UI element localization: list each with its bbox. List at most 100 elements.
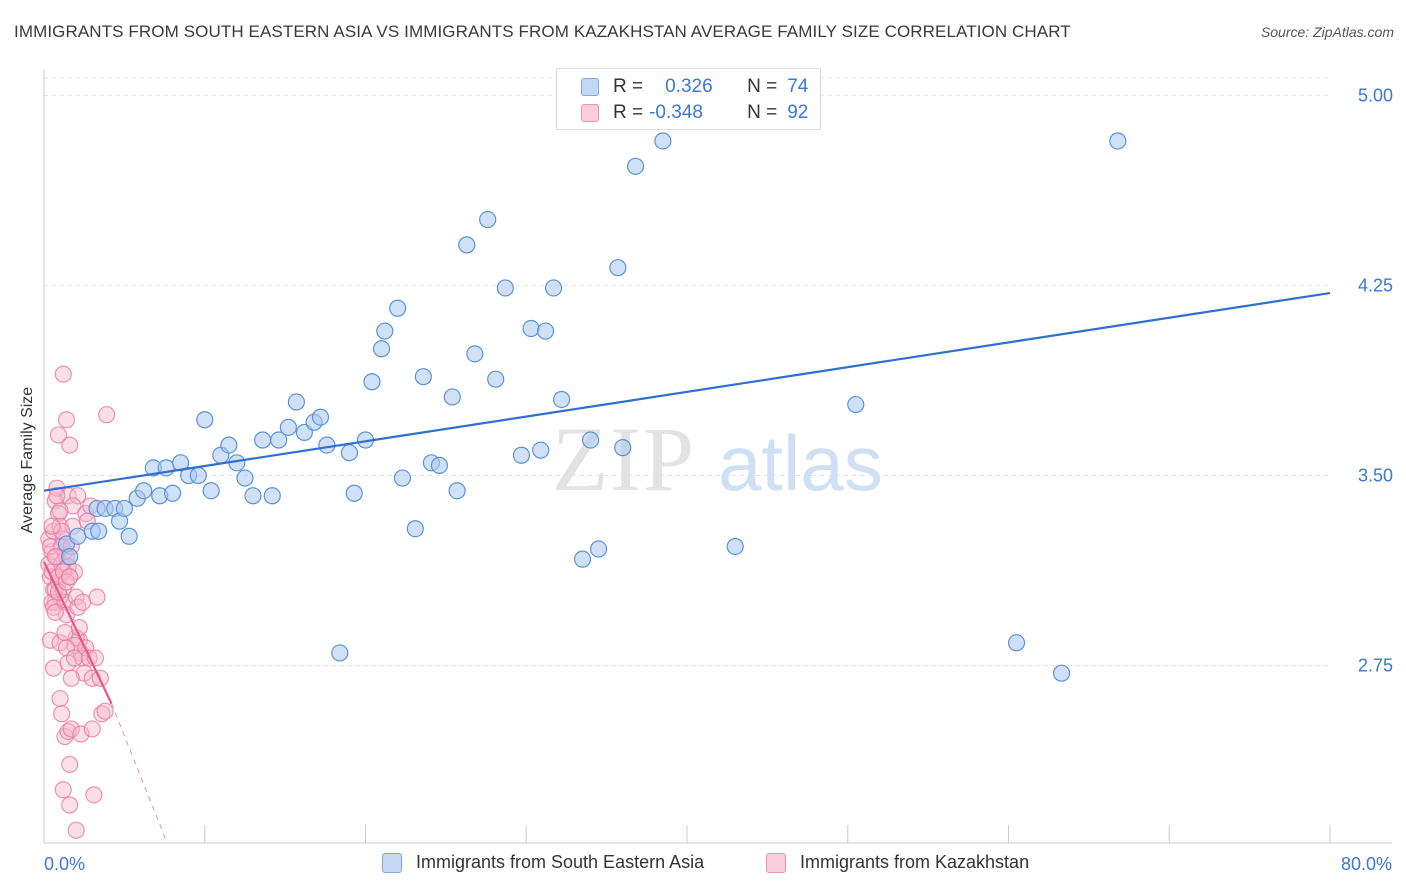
south-eastern-asia-point	[345, 484, 363, 502]
south-eastern-asia-point	[544, 279, 563, 297]
kazakhstan-point	[41, 631, 60, 649]
south-eastern-asia-point	[279, 418, 297, 436]
south-eastern-asia-point	[487, 370, 505, 388]
stats-row-blue: R = 0.326 N = 74	[581, 74, 808, 100]
kazakhstan-point	[51, 502, 69, 520]
south-eastern-asia-point	[414, 368, 432, 386]
south-eastern-asia-point	[1052, 664, 1071, 682]
kazakhstan-point	[57, 411, 76, 429]
y-axis-label: Average Family Size	[19, 386, 36, 534]
grid-lines	[44, 77, 1330, 667]
kazakhstan-point	[62, 669, 80, 687]
south-eastern-asia-point	[1007, 634, 1026, 652]
south-eastern-asia-point	[443, 388, 461, 406]
pink-n-label: N =	[747, 102, 778, 123]
trend-lines	[43, 291, 1331, 841]
kazakhstan-point	[67, 821, 85, 839]
kazakhstan-point	[53, 705, 71, 723]
legend-swatch-pink	[766, 852, 786, 873]
kazakhstan-point	[46, 603, 64, 621]
kazakhstan-point	[93, 705, 111, 723]
kazakhstan-point	[61, 796, 79, 814]
south-eastern-asia-point	[393, 469, 412, 487]
chart-title: IMMIGRANTS FROM SOUTH EASTERN ASIA VS IM…	[14, 22, 1071, 41]
south-eastern-asia-point	[318, 436, 336, 454]
kazakhstan-point	[51, 689, 69, 708]
south-eastern-asia-point	[609, 259, 627, 277]
kazakhstan-point	[88, 588, 106, 606]
south-eastern-asia-trend-line	[43, 291, 1331, 492]
south-eastern-asia-point	[172, 454, 190, 472]
axes	[43, 70, 1392, 844]
y-tick-label: 4.25	[1358, 275, 1393, 295]
y-tick-label: 5.00	[1358, 85, 1393, 105]
x-tick-label-min: 0.0%	[44, 854, 85, 874]
kazakhstan-point	[54, 365, 72, 383]
kazakhstan-point	[83, 720, 101, 738]
kazakhstan-point	[45, 659, 63, 677]
kazakhstan-point	[98, 406, 116, 424]
kazakhstan-point	[96, 702, 114, 720]
south-eastern-asia-point	[532, 441, 550, 459]
kazakhstan-point	[46, 548, 64, 566]
south-eastern-asia-point	[115, 499, 133, 518]
south-eastern-asia-point	[496, 279, 514, 297]
south-eastern-asia-point	[626, 157, 645, 175]
kazakhstan-point	[61, 436, 79, 454]
south-eastern-asia-point	[458, 236, 476, 254]
kazakhstan-point	[64, 497, 82, 515]
south-eastern-asia-point	[220, 436, 238, 454]
kazakhstan-point	[62, 720, 80, 738]
blue-n-label: N =	[747, 76, 778, 97]
south-eastern-asia-point	[1109, 132, 1127, 150]
south-eastern-asia-point	[581, 431, 600, 449]
south-eastern-asia-point	[466, 345, 484, 363]
blue-n-value: 74	[787, 76, 809, 97]
legend-label-south-eastern-asia: Immigrants from South Eastern Asia	[416, 852, 705, 872]
south-eastern-asia-points	[57, 132, 1127, 682]
y-tick-label: 2.75	[1358, 656, 1393, 676]
watermark: ZIP atlas	[552, 408, 883, 510]
watermark-atlas: atlas	[718, 419, 883, 507]
kazakhstan-trend-extension	[111, 703, 167, 841]
south-eastern-asia-point	[244, 487, 262, 505]
south-eastern-asia-point	[536, 322, 555, 340]
kazakhstan-point	[54, 781, 72, 799]
south-eastern-asia-point	[512, 446, 531, 464]
south-eastern-asia-point	[553, 390, 571, 409]
bottom-legend: Immigrants from South Eastern Asia Immig…	[0, 852, 1406, 876]
south-eastern-asia-point	[120, 527, 138, 545]
kazakhstan-trend-line	[43, 561, 113, 705]
legend-label-kazakhstan: Immigrants from Kazakhstan	[800, 852, 1030, 872]
kazakhstan-point	[65, 649, 84, 667]
south-eastern-asia-point	[311, 408, 330, 426]
watermark-zip: ZIP	[552, 408, 696, 510]
blue-r-label: R =	[613, 76, 644, 97]
south-eastern-asia-point	[270, 431, 288, 449]
south-eastern-asia-point	[654, 132, 672, 150]
legend-item-kazakhstan: Immigrants from Kazakhstan	[766, 852, 1029, 873]
kazakhstan-point	[69, 487, 87, 505]
south-eastern-asia-point	[61, 548, 79, 566]
pink-r-label: R =	[613, 102, 644, 123]
kazakhstan-point	[59, 722, 77, 741]
tick-labels: 2.75 3.50 4.25 5.00 0.0% 80.0%	[44, 85, 1393, 874]
south-eastern-asia-point	[164, 484, 182, 502]
south-eastern-asia-point	[522, 319, 540, 338]
kazakhstan-point	[69, 598, 87, 616]
south-eastern-asia-point	[847, 395, 865, 414]
blue-swatch	[581, 78, 599, 96]
south-eastern-asia-point	[479, 210, 497, 229]
blue-r-value: 0.326	[665, 76, 713, 97]
south-eastern-asia-point	[254, 431, 272, 449]
south-eastern-asia-point	[135, 482, 153, 500]
south-eastern-asia-point	[287, 393, 305, 411]
source-label: Source: ZipAtlas.com	[1260, 24, 1394, 40]
south-eastern-asia-point	[448, 482, 466, 500]
south-eastern-asia-point	[202, 482, 220, 500]
y-tick-label: 3.50	[1358, 466, 1393, 486]
south-eastern-asia-point	[90, 522, 108, 540]
kazakhstan-point	[56, 624, 74, 642]
legend-swatch-blue	[382, 852, 402, 873]
